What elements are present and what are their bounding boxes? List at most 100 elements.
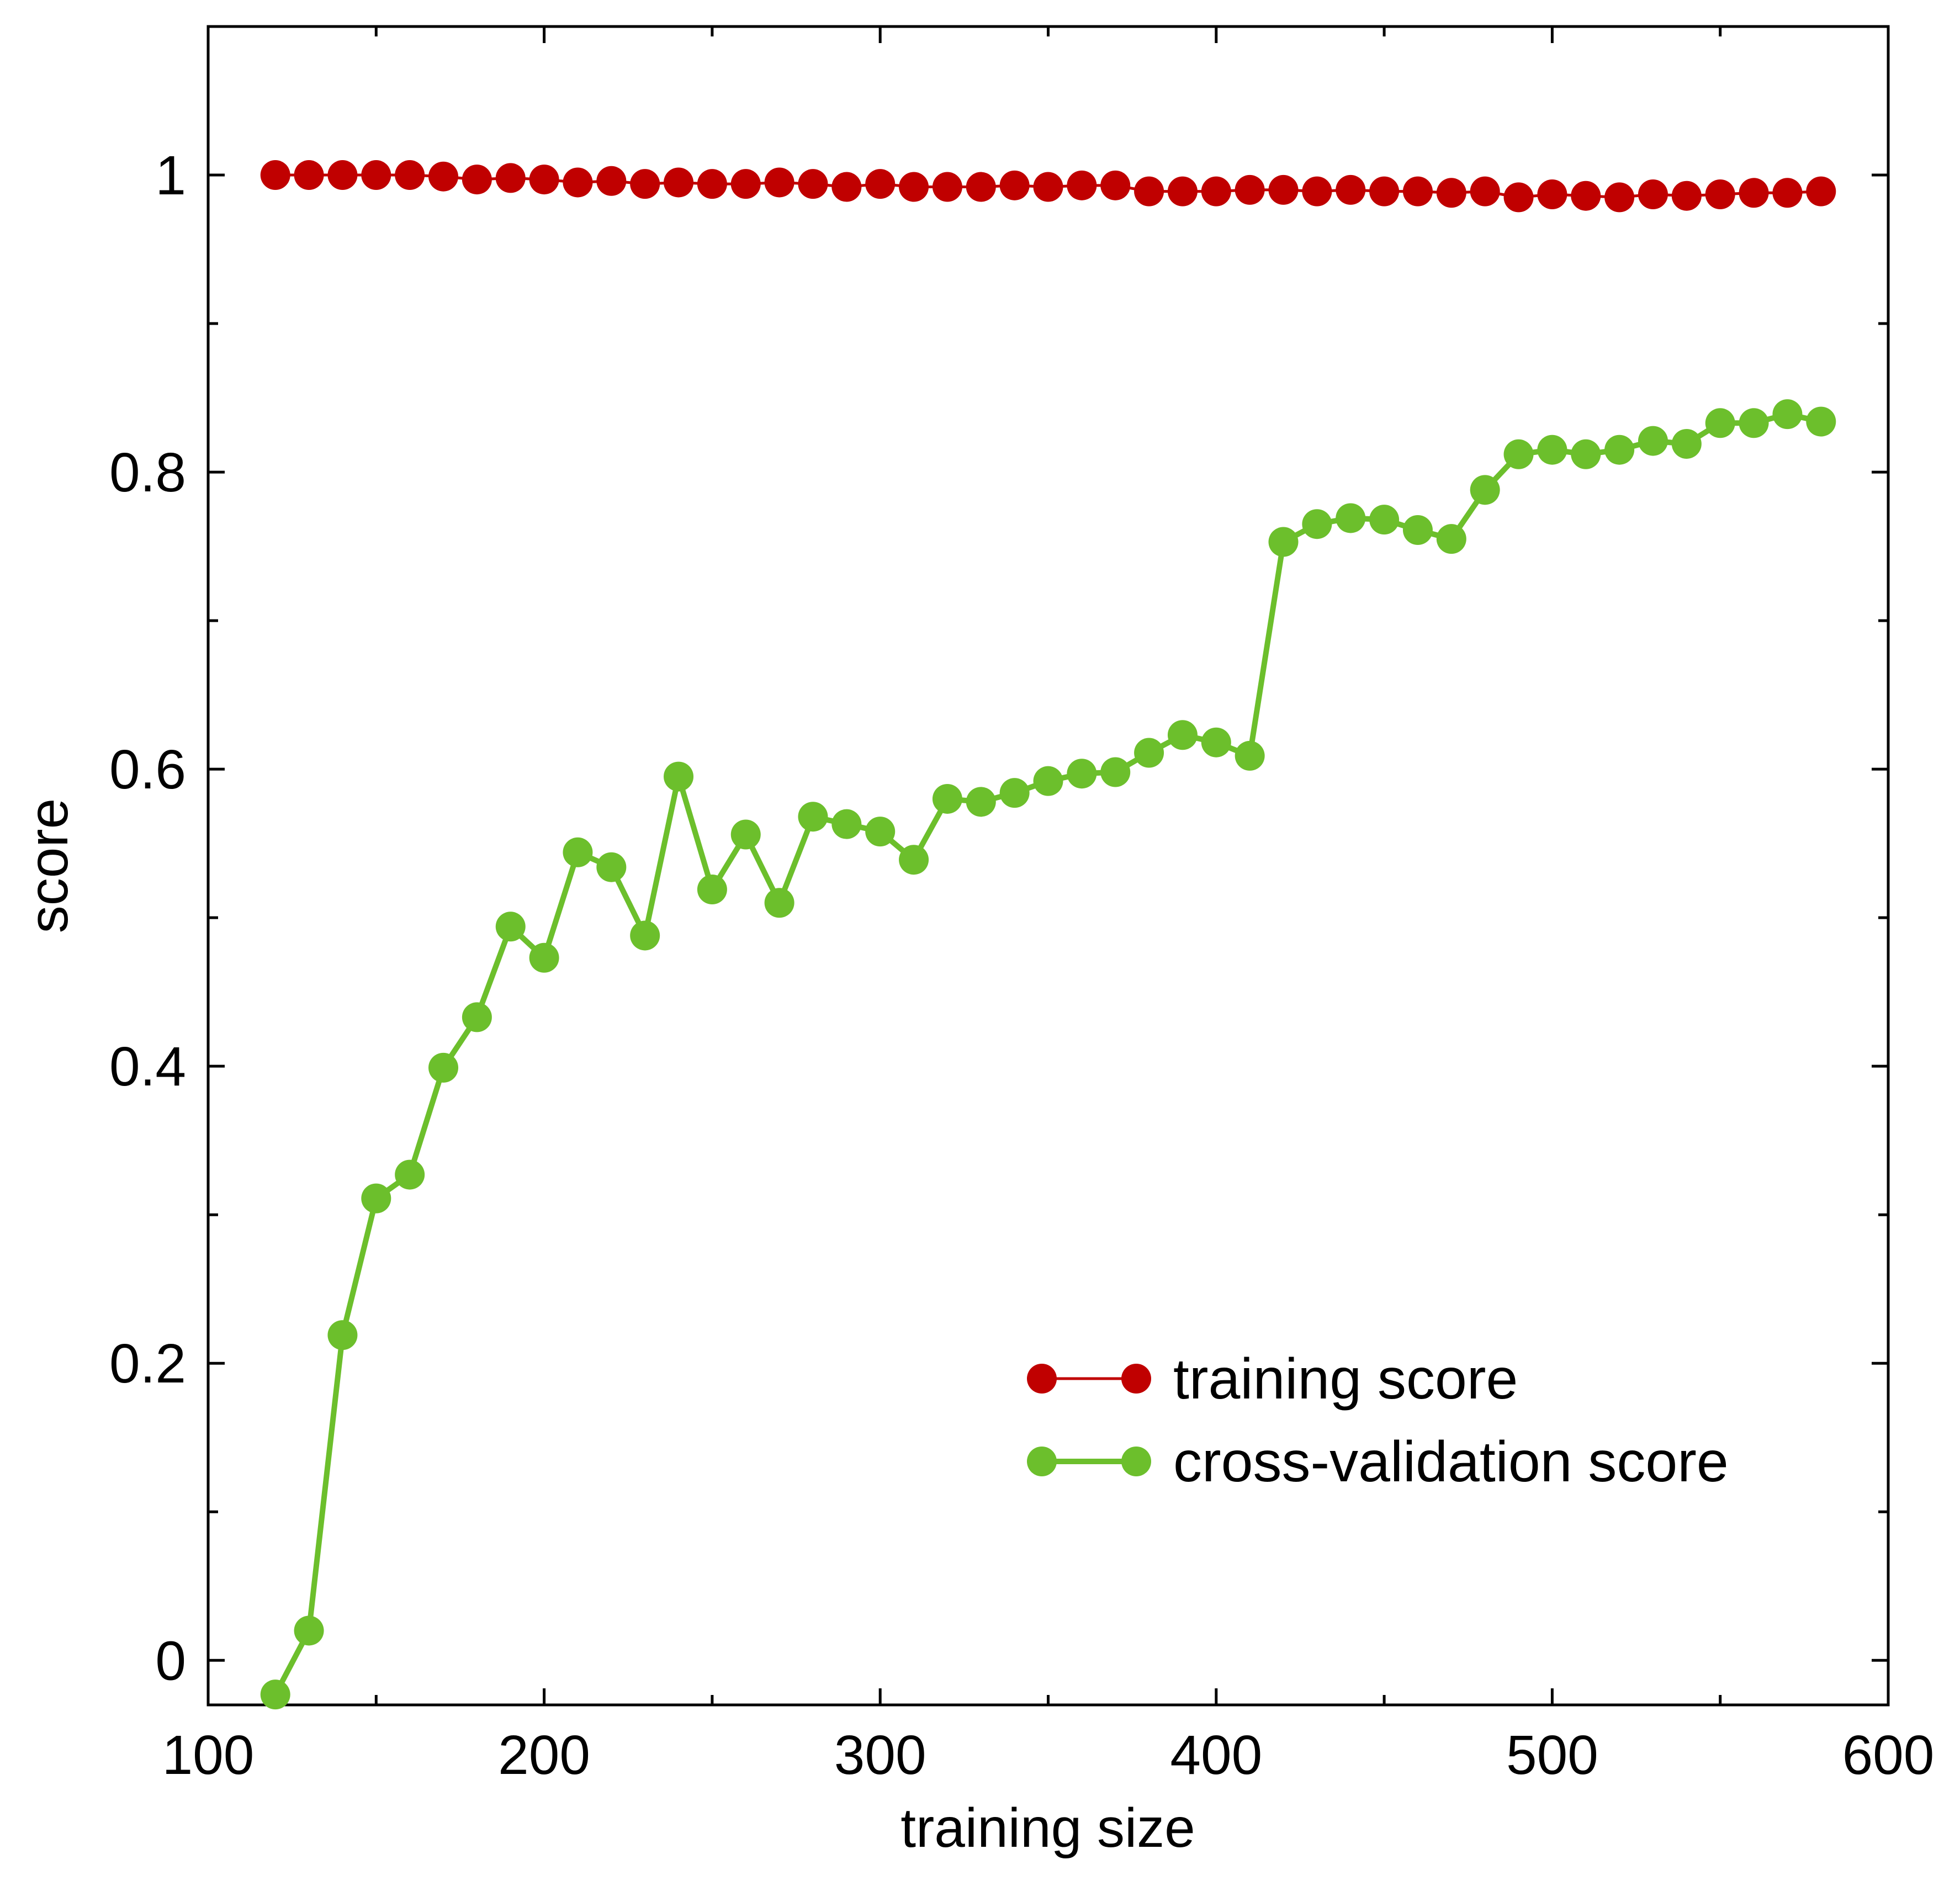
- data-point: [462, 165, 492, 195]
- legend: training score cross-validation score: [1027, 1347, 1729, 1494]
- data-point: [428, 1052, 459, 1083]
- data-point: [932, 172, 962, 202]
- data-point: [1100, 757, 1131, 787]
- data-point: [361, 1183, 391, 1214]
- data-point: [1671, 428, 1702, 459]
- data-point: [865, 169, 896, 199]
- data-point: [899, 172, 929, 202]
- data-point: [1067, 170, 1097, 200]
- data-point: [1503, 182, 1534, 213]
- y-axis-label: score: [18, 798, 80, 934]
- data-point: [1806, 176, 1836, 206]
- data-point: [1503, 439, 1534, 469]
- data-point: [596, 166, 627, 196]
- data-point: [1436, 524, 1466, 554]
- data-point: [966, 787, 996, 817]
- data-point: [428, 161, 459, 192]
- data-point: [495, 912, 526, 942]
- data-point: [1604, 435, 1635, 465]
- data-point: [1100, 170, 1131, 200]
- y-tick-label: 0.2: [109, 1333, 186, 1395]
- data-point: [966, 172, 996, 202]
- data-point: [1739, 408, 1769, 438]
- data-point: [999, 170, 1030, 200]
- data-point: [1436, 178, 1466, 208]
- data-point: [563, 167, 593, 198]
- data-point: [630, 920, 660, 951]
- data-point: [495, 163, 526, 193]
- data-point: [1402, 515, 1433, 545]
- data-point: [1537, 179, 1567, 209]
- legend-marker: [1027, 1364, 1057, 1394]
- data-point: [1033, 172, 1063, 202]
- data-point: [664, 167, 694, 198]
- data-point: [1604, 182, 1635, 213]
- data-point: [1067, 759, 1097, 789]
- y-tick-label: 0.8: [109, 442, 186, 504]
- data-point: [260, 160, 290, 190]
- data-point: [730, 169, 761, 199]
- data-point: [462, 1002, 492, 1032]
- data-point: [1705, 408, 1735, 438]
- x-tick-label: 600: [1842, 1724, 1935, 1786]
- data-point: [1336, 174, 1366, 205]
- data-point: [1638, 426, 1668, 456]
- data-point: [361, 160, 391, 190]
- data-point: [1470, 475, 1500, 505]
- data-point: [529, 165, 559, 195]
- data-point: [1235, 174, 1265, 205]
- data-point: [1369, 176, 1400, 206]
- data-point: [1537, 435, 1567, 465]
- data-point: [1772, 399, 1803, 430]
- data-point: [999, 778, 1030, 808]
- data-point: [899, 845, 929, 875]
- data-point: [563, 837, 593, 867]
- data-point: [327, 1320, 358, 1350]
- data-point: [865, 817, 896, 847]
- data-point: [1302, 176, 1332, 206]
- data-point: [1671, 181, 1702, 211]
- data-point: [1134, 176, 1164, 206]
- data-point: [1772, 178, 1803, 208]
- data-point: [1638, 179, 1668, 209]
- series-1: [260, 399, 1836, 1710]
- legend-label: cross-validation score: [1173, 1430, 1729, 1494]
- data-point: [1571, 181, 1601, 211]
- data-point: [1033, 766, 1063, 796]
- data-point: [294, 160, 324, 190]
- data-point: [1739, 178, 1769, 208]
- data-point: [1806, 406, 1836, 437]
- data-point: [697, 169, 727, 199]
- x-tick-label: 200: [498, 1724, 590, 1786]
- data-point: [1268, 174, 1299, 205]
- data-point: [1705, 179, 1735, 209]
- data-point: [1268, 527, 1299, 557]
- y-tick-label: 0.4: [109, 1036, 186, 1098]
- data-point: [260, 1680, 290, 1710]
- data-point: [831, 809, 862, 839]
- data-point: [630, 169, 660, 199]
- data-point: [529, 942, 559, 973]
- data-point: [831, 172, 862, 202]
- data-point: [764, 167, 794, 198]
- y-tick-label: 0: [155, 1630, 186, 1692]
- data-point: [798, 169, 828, 199]
- data-point: [1336, 503, 1366, 533]
- legend-marker: [1027, 1447, 1057, 1476]
- legend-label: training score: [1173, 1347, 1518, 1411]
- data-point: [764, 888, 794, 918]
- data-point: [664, 761, 694, 792]
- x-tick-label: 300: [834, 1724, 926, 1786]
- data-point: [1167, 720, 1198, 750]
- data-point: [395, 1159, 425, 1190]
- data-point: [1369, 505, 1400, 535]
- data-point: [1235, 740, 1265, 771]
- x-axis-ticks: 100 200 300 400 500 600: [162, 27, 1935, 1786]
- data-point: [798, 802, 828, 832]
- legend-marker: [1121, 1364, 1151, 1394]
- data-point: [1402, 176, 1433, 206]
- legend-marker: [1121, 1447, 1151, 1476]
- data-point: [1167, 176, 1198, 206]
